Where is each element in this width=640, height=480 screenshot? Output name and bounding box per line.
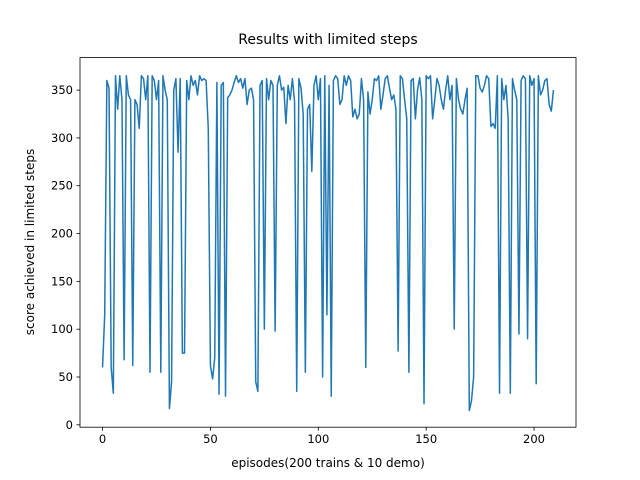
y-tick-label: 50 (58, 370, 73, 384)
data-line (101, 75, 555, 412)
chart-title: Results with limited steps (238, 32, 417, 48)
y-tick-label: 200 (51, 227, 73, 241)
x-tick-label: 0 (99, 432, 106, 446)
x-tick-label: 100 (307, 432, 329, 446)
y-tick-label: 350 (51, 83, 73, 97)
y-tick-label: 250 (51, 179, 73, 193)
y-tick-label: 0 (66, 418, 73, 432)
x-tick-label: 200 (523, 432, 545, 446)
y-tick-label: 150 (51, 274, 73, 288)
y-axis-label: score achieved in limited steps (23, 149, 37, 335)
y-tick-label: 300 (51, 131, 73, 145)
x-tick-label: 50 (203, 432, 218, 446)
x-tick-label: 150 (415, 432, 437, 446)
y-tick-label: 100 (51, 322, 73, 336)
x-axis-label: episodes(200 trains & 10 demo) (231, 456, 425, 470)
axes-frame (79, 57, 577, 428)
